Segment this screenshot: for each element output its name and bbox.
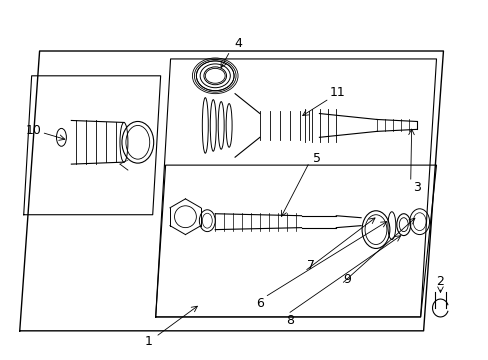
Text: 3: 3	[412, 181, 420, 194]
Text: 6: 6	[255, 297, 264, 310]
Text: 8: 8	[285, 314, 293, 327]
Text: 4: 4	[234, 37, 242, 50]
Text: 9: 9	[343, 273, 350, 286]
Text: 5: 5	[313, 152, 321, 165]
Text: 1: 1	[144, 335, 152, 348]
Text: 11: 11	[329, 86, 345, 99]
Text: 2: 2	[436, 275, 444, 288]
Ellipse shape	[205, 68, 224, 83]
Text: 10: 10	[26, 124, 41, 137]
Text: 7: 7	[307, 259, 315, 272]
